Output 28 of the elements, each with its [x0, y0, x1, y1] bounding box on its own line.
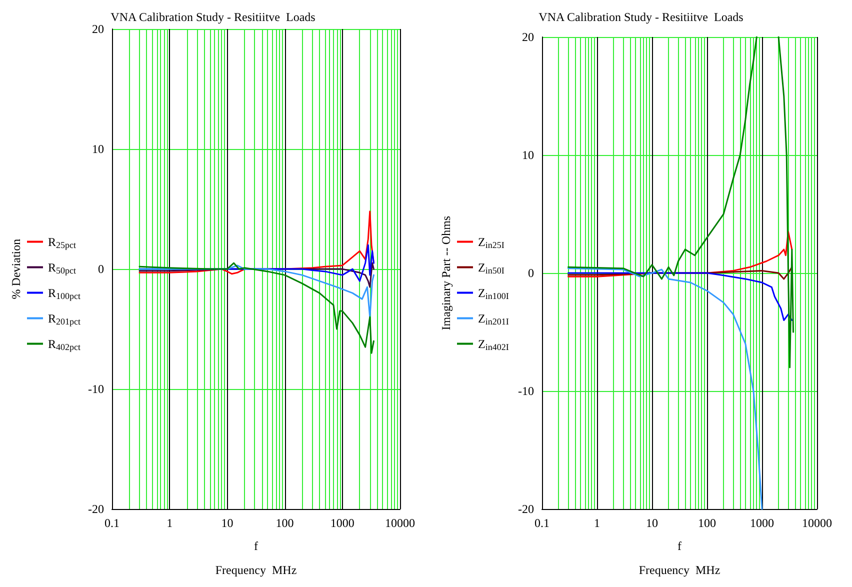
x-tick-label: 10	[646, 516, 658, 530]
x-tick-label: 1	[594, 516, 600, 530]
y-tick-label: -10	[518, 384, 534, 398]
y-tick-label: 10	[522, 148, 534, 162]
x-tick-label: 100	[276, 516, 294, 530]
x-tick-label: 10000	[802, 516, 832, 530]
chart-title: VNA Calibration Study - Resitiitve Loads	[110, 10, 316, 24]
y-tick-label: 10	[92, 142, 104, 156]
chart-title: VNA Calibration Study - Resitiitve Loads	[538, 10, 744, 24]
x-axis-title: f Frequency MHz	[638, 539, 720, 577]
y-tick-label: -20	[88, 502, 104, 516]
x-tick-label: 10000	[385, 516, 415, 530]
x-tick-label: 1	[166, 516, 173, 530]
x-tick-label: 100	[698, 516, 716, 530]
x-tick-label: 1000	[750, 516, 774, 530]
y-tick-label: -10	[88, 382, 104, 396]
x-tick-label: 0.1	[104, 516, 120, 530]
y-tick-label: -20	[518, 502, 534, 516]
x-axis-title: f Frequency MHz	[215, 539, 297, 577]
y-tick-label: 20	[92, 22, 104, 36]
x-tick-label: 1000	[330, 516, 354, 530]
y-tick-label: 0	[98, 262, 104, 276]
y-axis-title: Imaginary Part -- Ohms	[439, 216, 453, 330]
y-tick-label: 20	[522, 30, 534, 44]
y-tick-label: 0	[528, 266, 534, 280]
x-tick-label: 0.1	[534, 516, 550, 530]
x-tick-label: 10	[221, 516, 234, 530]
y-axis-title: % Deviation	[9, 238, 23, 300]
